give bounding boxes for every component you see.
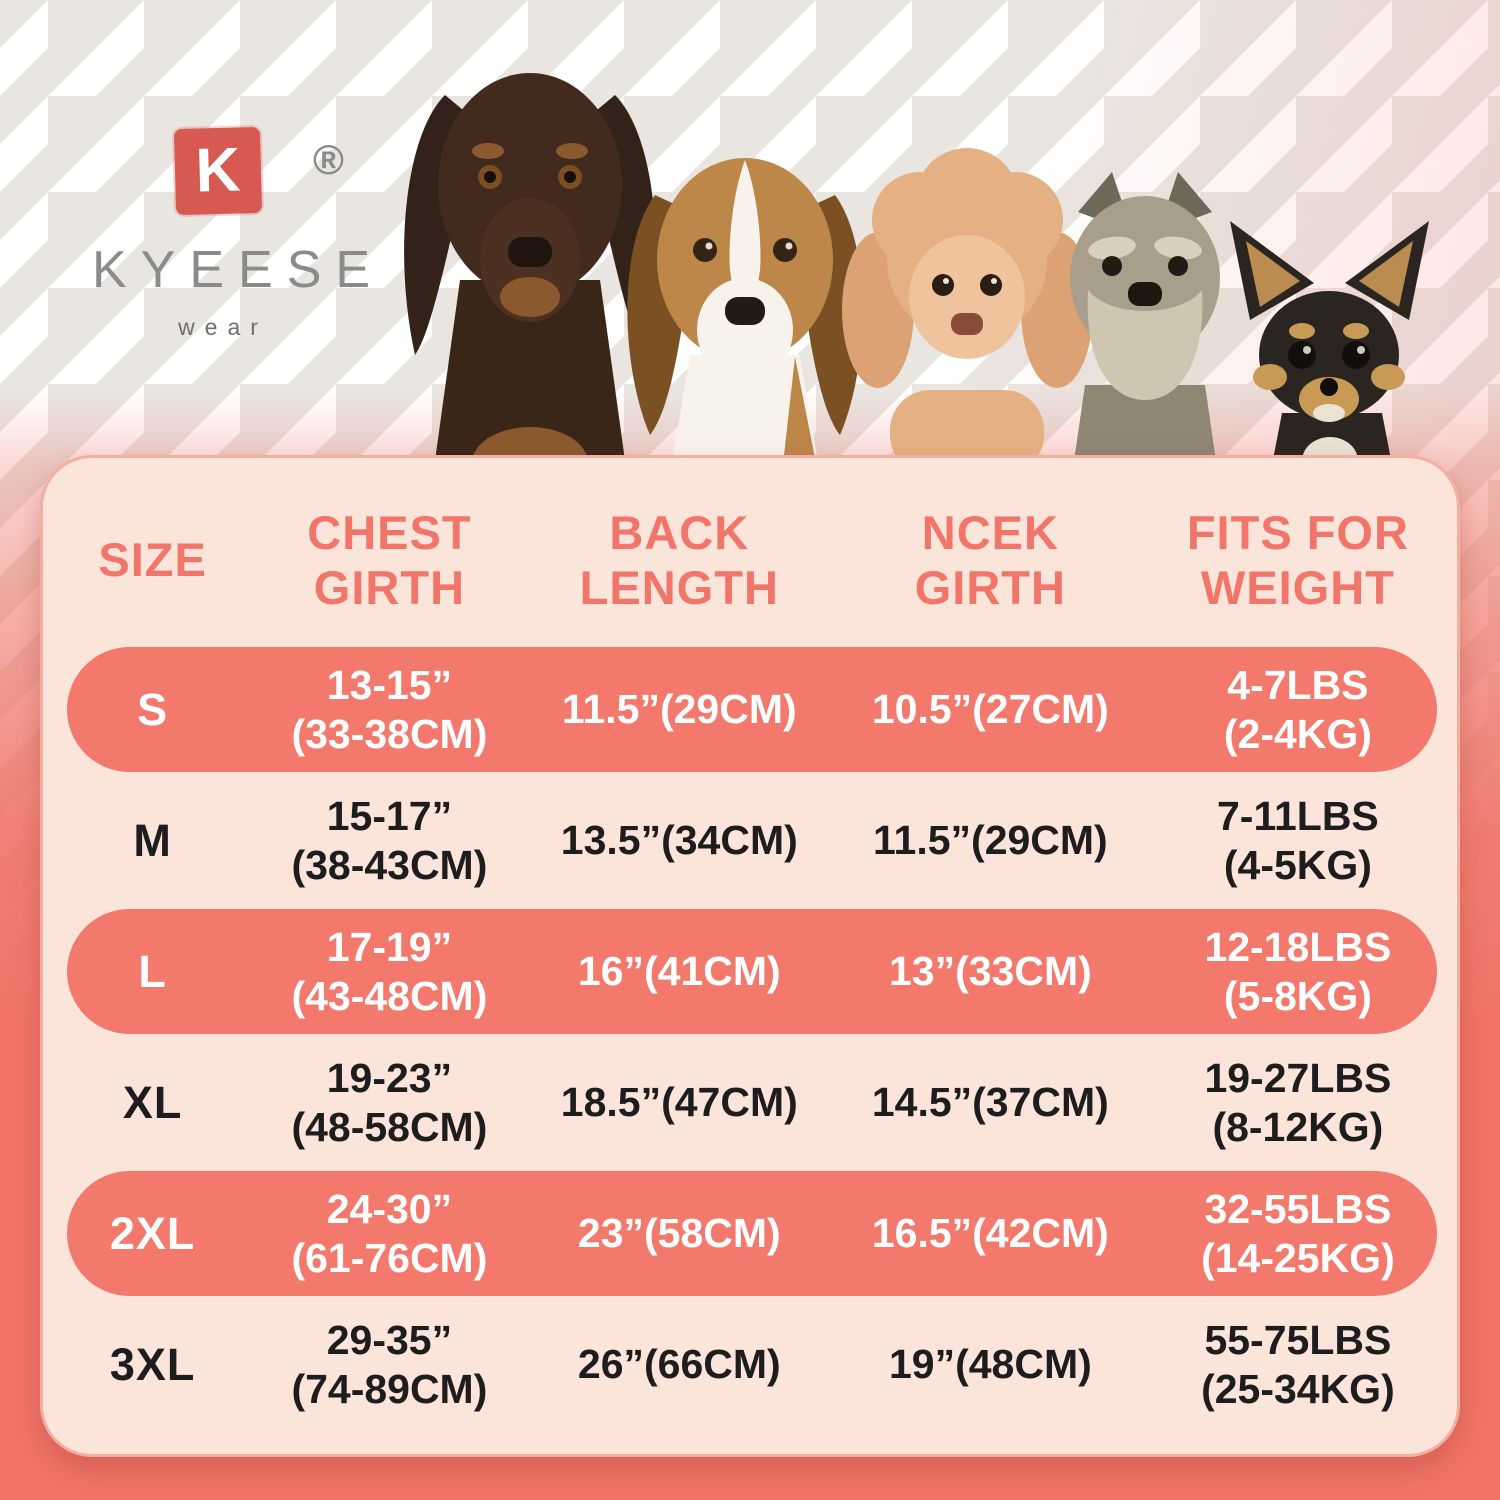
table-row-xl: XL 19-23” (48-58CM) 18.5”(47CM) 14.5”(37… xyxy=(43,1037,1457,1168)
value-line: 7-11LBS xyxy=(1216,793,1379,840)
cell-size: S xyxy=(137,683,169,735)
cell-weight: 55-75LBS (25-34KG) xyxy=(1139,1316,1457,1413)
value-line: (33-38CM) xyxy=(291,710,488,757)
value-line: (5-8KG) xyxy=(1223,972,1372,1019)
value-line: (61-76CM) xyxy=(291,1234,488,1281)
cell-chest-girth: 24-30” (61-76CM) xyxy=(262,1185,517,1282)
header-size: SIZE xyxy=(43,532,262,587)
value-line: (25-34KG) xyxy=(1201,1365,1395,1412)
value-line: 55-75LBS xyxy=(1204,1317,1392,1364)
table-row-3xl: 3XL 29-35” (74-89CM) 26”(66CM) 19”(48CM)… xyxy=(43,1299,1457,1430)
cell-weight: 19-27LBS (8-12KG) xyxy=(1139,1054,1457,1151)
value-line: 13-15” xyxy=(326,662,453,709)
cell-neck-girth: 16.5”(42CM) xyxy=(871,1210,1109,1257)
table-row-m: M 15-17” (38-43CM) 13.5”(34CM) 11.5”(29C… xyxy=(43,775,1457,906)
cell-weight: 32-55LBS (14-25KG) xyxy=(1139,1185,1457,1282)
brand-name: KYEESE xyxy=(92,241,385,299)
cell-weight: 4-7LBS (2-4KG) xyxy=(1139,661,1457,758)
value-line: (43-48CM) xyxy=(291,972,488,1019)
size-chart-card: SIZE CHEST GIRTH BACK LENGTH NCEK GIRTH … xyxy=(40,455,1460,1457)
table-row-l: L 17-19” (43-48CM) 16”(41CM) 13”(33CM) 1… xyxy=(43,906,1457,1037)
header-line: WEIGHT xyxy=(1200,561,1395,614)
value-line: 17-19” xyxy=(326,924,453,971)
cell-chest-girth: 13-15” (33-38CM) xyxy=(262,661,517,758)
value-line: 19-23” xyxy=(326,1055,453,1102)
cell-back-length: 18.5”(47CM) xyxy=(560,1079,798,1126)
dog-doberman-icon xyxy=(404,73,656,475)
value-line: (48-58CM) xyxy=(291,1103,488,1150)
header-line: FITS FOR xyxy=(1186,505,1409,559)
cell-size: XL xyxy=(122,1076,183,1128)
value-line: 32-55LBS xyxy=(1204,1186,1392,1233)
value-line: 24-30” xyxy=(326,1186,453,1233)
header-line: NCEK xyxy=(921,505,1059,559)
cell-chest-girth: 15-17” (38-43CM) xyxy=(262,792,517,889)
value-line: (2-4KG) xyxy=(1223,710,1372,757)
cell-back-length: 26”(66CM) xyxy=(577,1341,781,1388)
table-row-s: S 13-15” (33-38CM) 11.5”(29CM) 10.5”(27C… xyxy=(43,644,1457,775)
value-line: (8-12KG) xyxy=(1212,1103,1384,1150)
header-line: CHEST xyxy=(307,505,472,559)
registered-trademark-icon: ® xyxy=(313,136,344,183)
table-row-2xl: 2XL 24-30” (61-76CM) 23”(58CM) 16.5”(42C… xyxy=(43,1168,1457,1299)
header-line: GIRTH xyxy=(914,561,1066,614)
cell-size: M xyxy=(133,814,172,866)
cell-neck-girth: 14.5”(37CM) xyxy=(871,1079,1109,1126)
cell-back-length: 23”(58CM) xyxy=(577,1210,781,1257)
cell-chest-girth: 19-23” (48-58CM) xyxy=(262,1054,517,1151)
cell-neck-girth: 11.5”(29CM) xyxy=(873,817,1108,864)
cell-size: L xyxy=(138,945,167,997)
cell-chest-girth: 29-35” (74-89CM) xyxy=(262,1316,517,1413)
value-line: (38-43CM) xyxy=(291,841,488,888)
value-line: 4-7LBS xyxy=(1227,662,1369,709)
header-chest-girth: CHEST GIRTH xyxy=(262,505,517,616)
brand-subtitle: wear xyxy=(178,314,268,340)
value-line: 29-35” xyxy=(326,1317,453,1364)
value-line: (74-89CM) xyxy=(291,1365,488,1412)
dogs-photo-row xyxy=(404,73,1429,475)
header-back-length: BACK LENGTH xyxy=(517,505,842,616)
header-line: LENGTH xyxy=(579,561,779,614)
cell-weight: 7-11LBS (4-5KG) xyxy=(1139,792,1457,889)
value-line: (4-5KG) xyxy=(1223,841,1372,888)
table-header-row: SIZE CHEST GIRTH BACK LENGTH NCEK GIRTH … xyxy=(43,476,1457,644)
dog-beagle-icon xyxy=(627,158,863,475)
cell-weight: 12-18LBS (5-8KG) xyxy=(1139,923,1457,1020)
header-fits-for-weight: FITS FOR WEIGHT xyxy=(1139,505,1457,616)
cell-size: 2XL xyxy=(109,1207,196,1259)
cell-back-length: 13.5”(34CM) xyxy=(560,817,798,864)
value-line: 15-17” xyxy=(326,793,453,840)
dog-chihuahua-icon xyxy=(1230,221,1429,475)
brand-logo: K ® KYEESE wear xyxy=(78,126,385,341)
header-line: GIRTH xyxy=(313,561,466,614)
value-line: 19-27LBS xyxy=(1204,1055,1392,1102)
header-neck-girth: NCEK GIRTH xyxy=(842,505,1139,616)
cell-back-length: 16”(41CM) xyxy=(577,948,781,995)
cell-size: 3XL xyxy=(109,1338,196,1390)
value-line: 12-18LBS xyxy=(1204,924,1392,971)
dog-poodle-icon xyxy=(842,148,1093,475)
cell-neck-girth: 13”(33CM) xyxy=(888,948,1092,995)
header-line: BACK xyxy=(609,505,750,559)
cell-back-length: 11.5”(29CM) xyxy=(561,686,797,733)
value-line: (14-25KG) xyxy=(1201,1234,1395,1281)
dog-schnauzer-icon xyxy=(1070,172,1220,475)
cell-neck-girth: 10.5”(27CM) xyxy=(871,686,1109,733)
header-size-label: SIZE xyxy=(98,533,207,587)
cell-chest-girth: 17-19” (43-48CM) xyxy=(262,923,517,1020)
cell-neck-girth: 19”(48CM) xyxy=(888,1341,1092,1388)
